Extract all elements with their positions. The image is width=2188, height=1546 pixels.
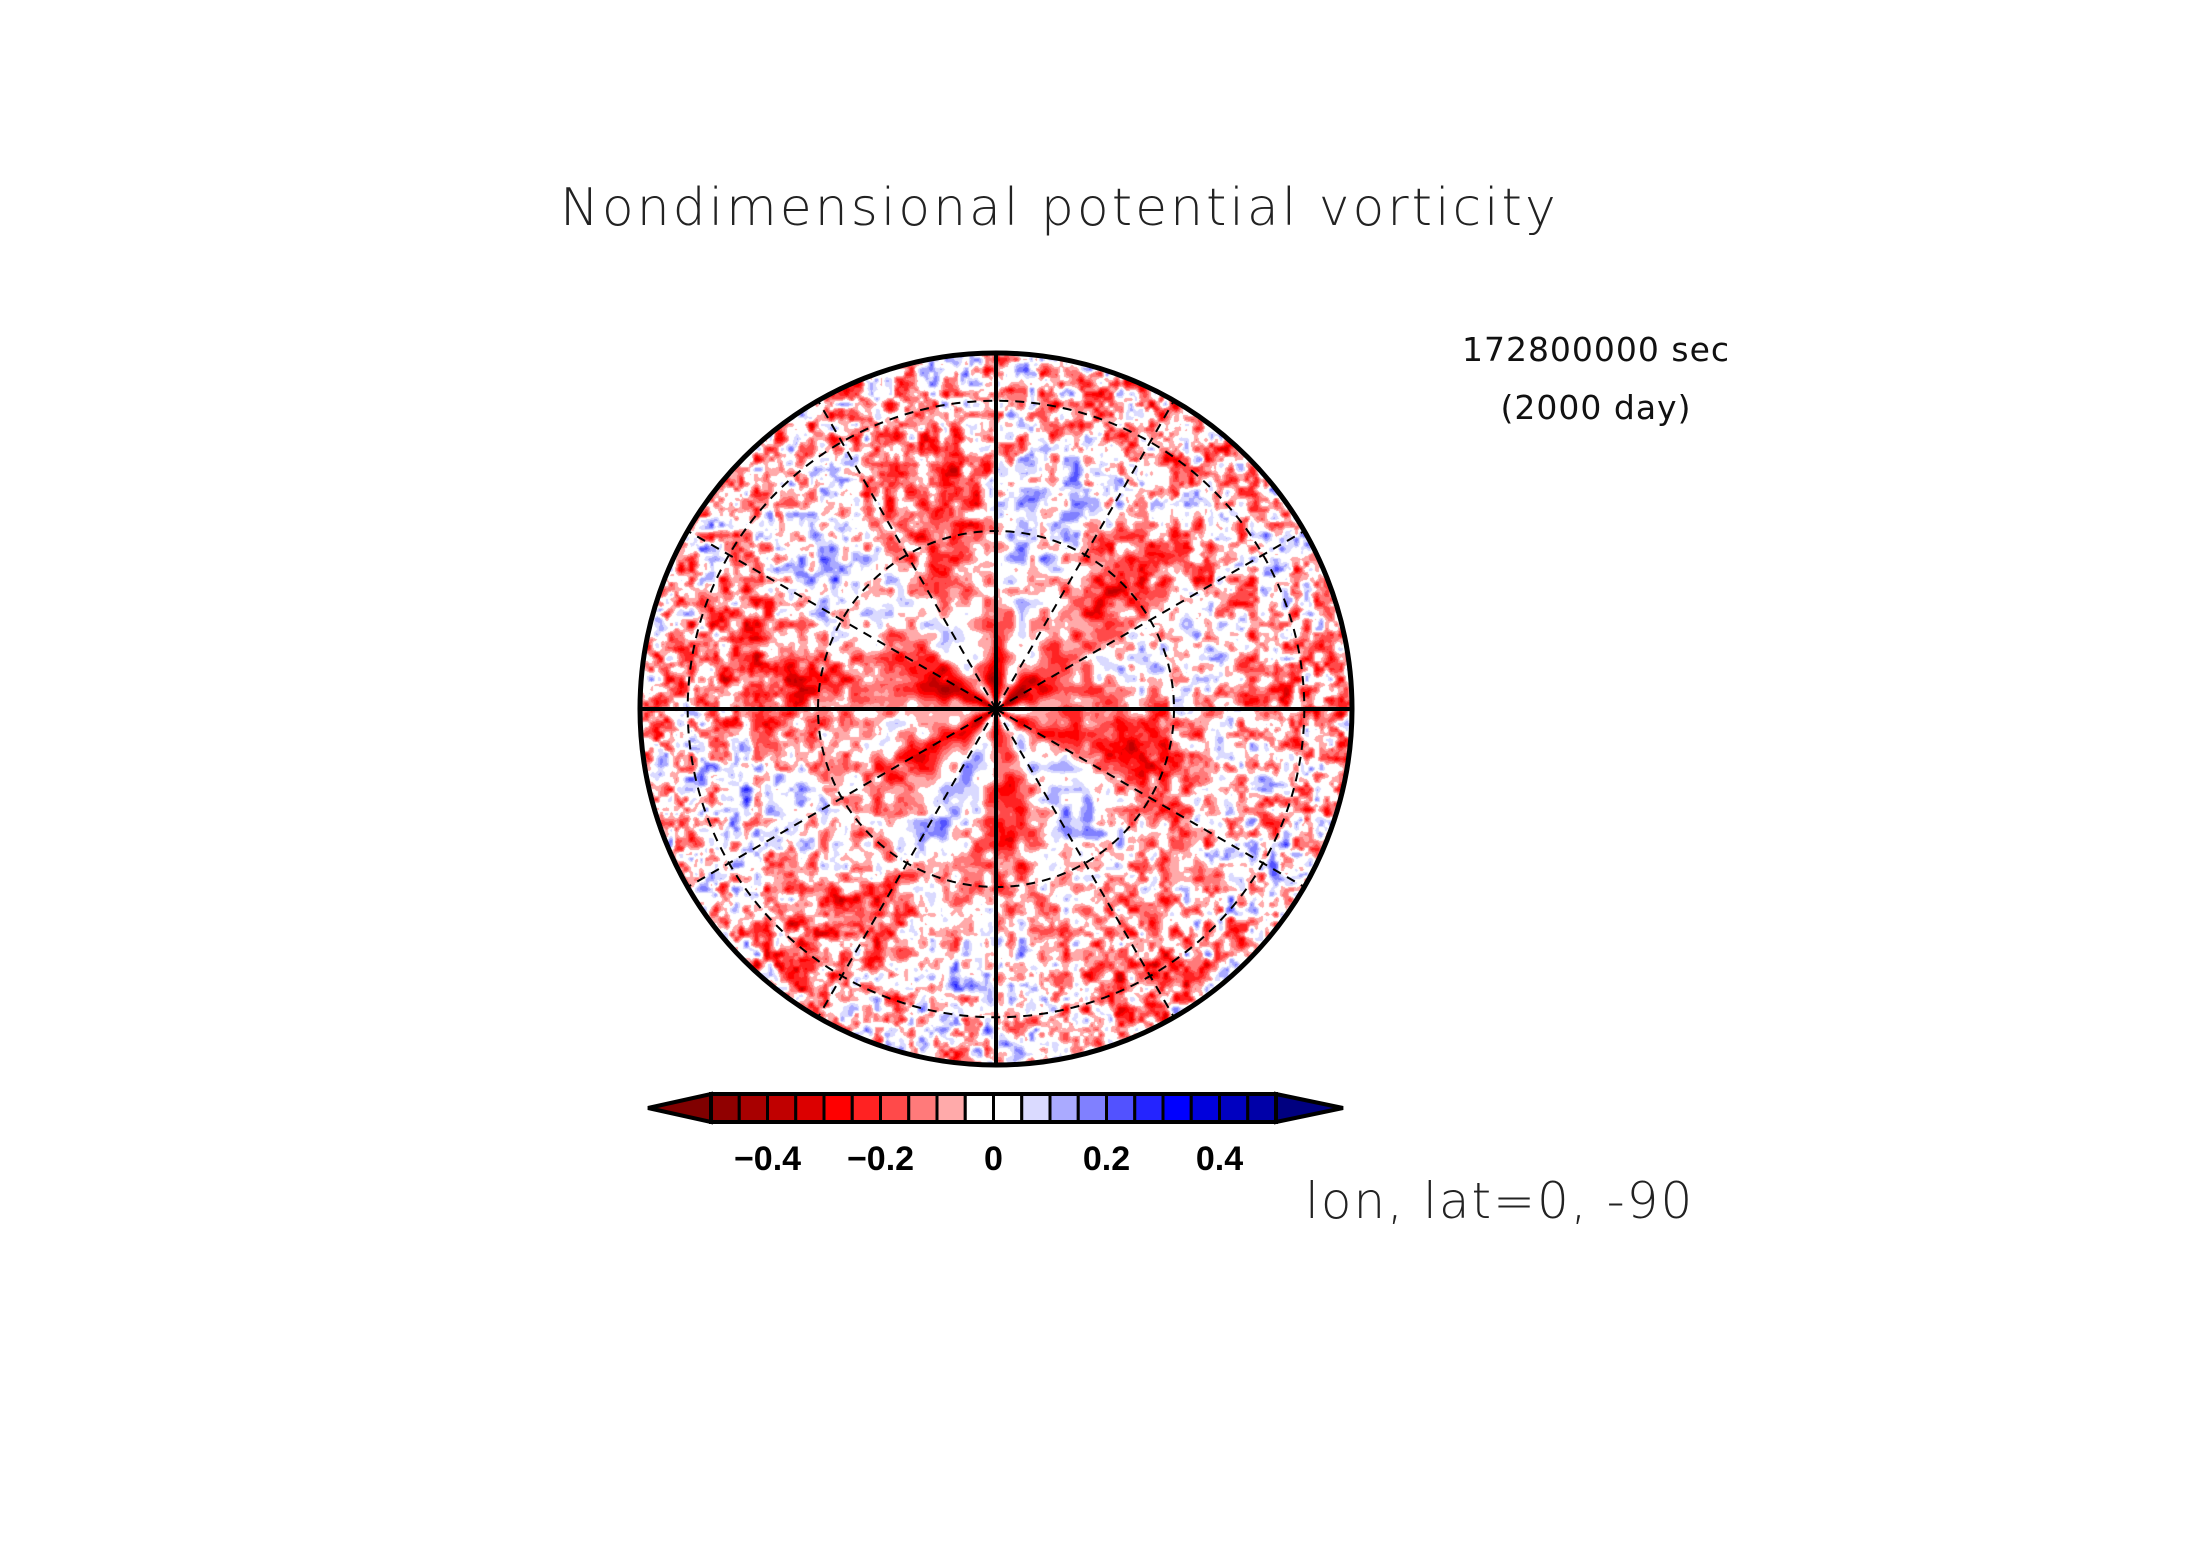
colorbar-box bbox=[1133, 1092, 1165, 1124]
colorbar-tick-label: 0.4 bbox=[1196, 1140, 1243, 1178]
colorbar-box bbox=[1048, 1092, 1080, 1124]
meridian-line bbox=[687, 530, 997, 710]
colorbar-box bbox=[1020, 1092, 1052, 1124]
colorbar-frame bbox=[709, 1092, 1278, 1124]
colorbar-box bbox=[963, 1092, 995, 1124]
axis-label: lon, lat=0, -90 bbox=[1305, 1172, 1695, 1230]
chart-title: Nondimensional potential vorticity bbox=[560, 178, 1559, 238]
colorbar-tick-label: −0.2 bbox=[847, 1140, 914, 1178]
colorbar-box bbox=[737, 1092, 769, 1124]
colorbar-box bbox=[1161, 1092, 1193, 1124]
colorbar-box bbox=[850, 1092, 882, 1124]
colorbar-box bbox=[794, 1092, 826, 1124]
plot-boundary-circle bbox=[637, 350, 1355, 1068]
colorbar-box bbox=[1076, 1092, 1108, 1124]
meridian-line bbox=[817, 400, 997, 710]
colorbar-box bbox=[1218, 1092, 1250, 1124]
colorbar-box bbox=[907, 1092, 939, 1124]
colorbar-tick-label: 0 bbox=[984, 1140, 1003, 1178]
colorbar-box bbox=[1246, 1092, 1278, 1124]
meridian-line bbox=[995, 530, 1305, 710]
meridian-line bbox=[995, 708, 1175, 1018]
time-seconds-label: 172800000 sec bbox=[1461, 330, 1731, 369]
colorbar-box bbox=[992, 1092, 1024, 1124]
colorbar-box bbox=[709, 1092, 741, 1124]
colorbar-box bbox=[766, 1092, 798, 1124]
colorbar-box bbox=[1189, 1092, 1221, 1124]
colorbar-tick-label: −0.4 bbox=[734, 1140, 801, 1178]
colorbar-tick-label: 0.2 bbox=[1083, 1140, 1130, 1178]
meridian-line bbox=[817, 708, 997, 1018]
meridian-line bbox=[995, 708, 1305, 888]
colorbar-box bbox=[822, 1092, 854, 1124]
meridian-line bbox=[687, 708, 997, 888]
colorbar-box bbox=[879, 1092, 911, 1124]
colorbar-box bbox=[1105, 1092, 1137, 1124]
colorbar-box bbox=[935, 1092, 967, 1124]
meridian-line bbox=[995, 400, 1175, 710]
time-days-label: (2000 day) bbox=[1500, 388, 1692, 427]
colorbar-under-triangle bbox=[647, 1091, 713, 1125]
colorbar-over-triangle bbox=[1274, 1091, 1344, 1125]
